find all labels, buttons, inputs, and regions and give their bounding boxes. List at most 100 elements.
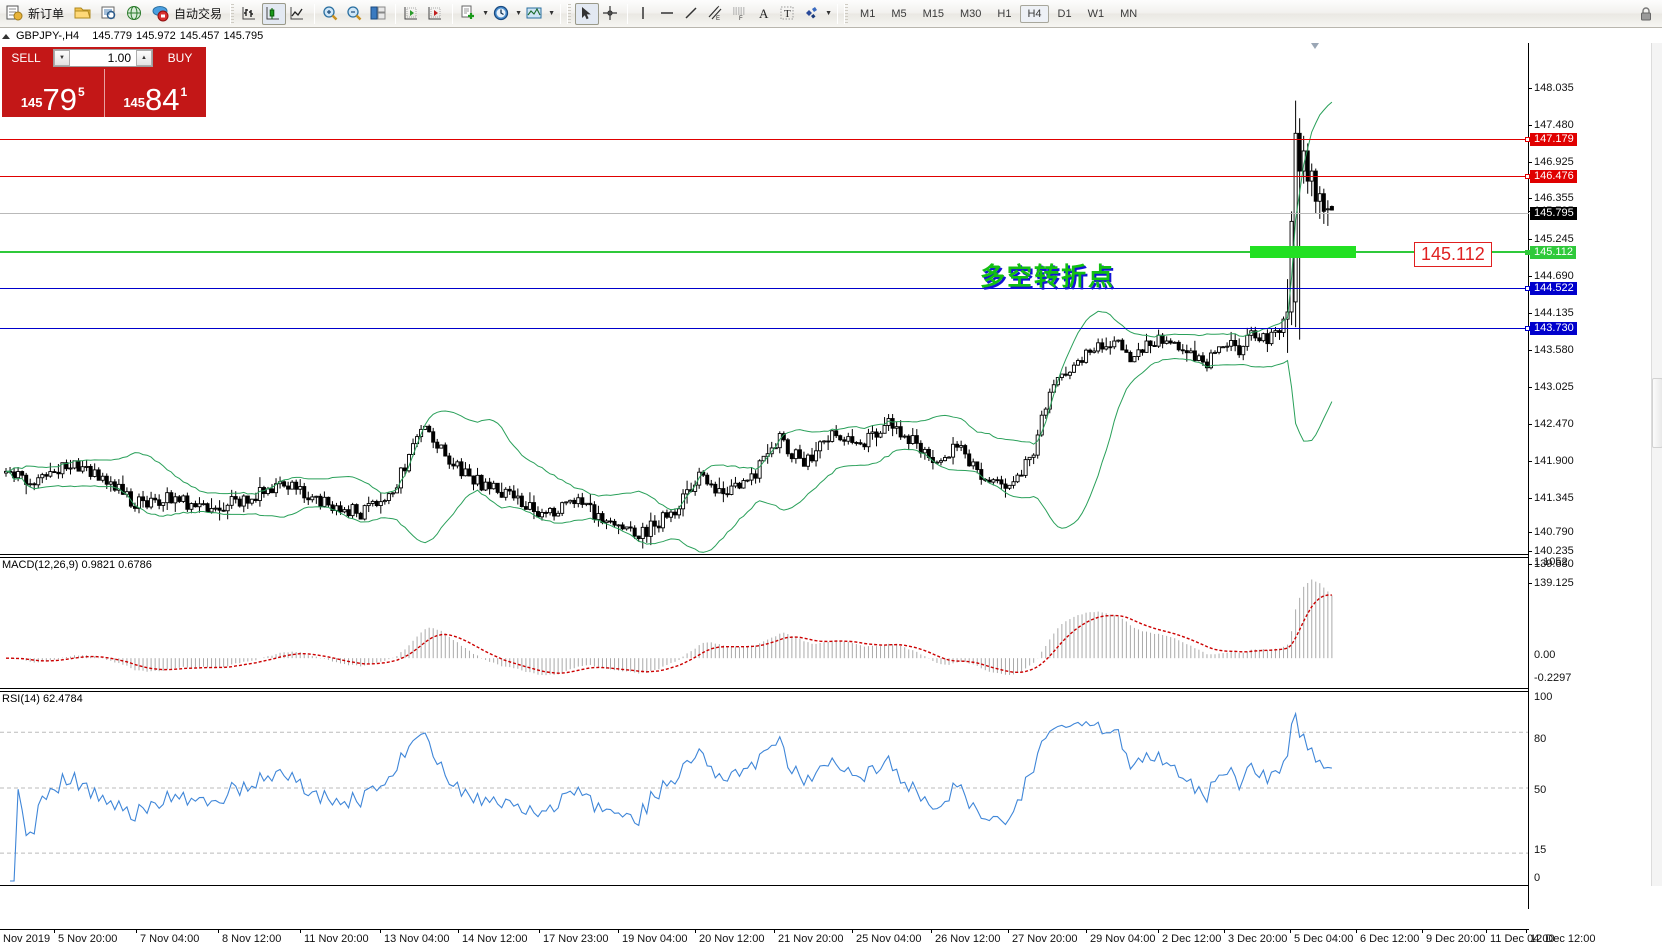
svg-text:F: F [739,16,743,22]
timeframe-m15[interactable]: M15 [922,7,944,20]
toolbar-sep-2 [395,3,397,24]
bar-chart-button[interactable] [238,3,262,25]
timeframe-w1[interactable]: W1 [1087,7,1105,20]
line-chart-button[interactable] [286,3,310,25]
time-axis-tick [1008,929,1009,933]
open-price: 145.779 [92,30,132,42]
time-axis-tick [380,929,381,933]
buy-button[interactable]: 145 84 1 [103,69,207,117]
period-dropdown-arrow[interactable]: ▼ [515,10,522,17]
print-preview-button[interactable] [96,2,122,26]
macd-axis-min: -0.2297 [1534,672,1572,684]
indicators-dropdown-arrow[interactable]: ▼ [482,10,489,17]
tile-windows-button[interactable] [367,3,391,25]
folder-icon [73,4,93,24]
cursor-button[interactable] [575,2,600,25]
vertical-scrollbar-thumb[interactable] [1652,378,1662,448]
price-axis-label: 147.480 [1534,119,1574,131]
level-line-support-2[interactable] [0,326,1530,331]
macd-indicator-label[interactable]: MACD(12,26,9) 0.9821 0.6786 [2,559,152,571]
trendline-button[interactable] [680,3,704,25]
price-tag-last-price: 145.795 [1530,207,1577,220]
time-axis-tick [218,929,219,933]
level-line-pivot[interactable] [0,250,1530,255]
trendline-icon [682,4,702,24]
zoom-in-icon [321,4,341,24]
shapes-icon [802,4,822,24]
vertical-line-button[interactable] [632,3,656,25]
folder-button[interactable] [70,2,96,26]
period-button[interactable] [490,3,514,25]
price-axis-label: 144.690 [1534,270,1574,282]
chart-shift-button[interactable] [400,3,424,25]
level-line-resistance-1[interactable] [0,137,1530,142]
level-line-support-1[interactable] [0,286,1530,291]
globe-button[interactable] [122,2,148,26]
timeframe-mn[interactable]: MN [1120,7,1138,20]
timeframe-h4[interactable]: H4 [1020,4,1049,23]
new-order-button[interactable]: 新订单 [2,2,70,26]
price-axis-label: 144.135 [1534,307,1574,319]
chart-annotation-text[interactable]: 多空转折点 [980,262,1116,291]
templates-dropdown-arrow[interactable]: ▼ [548,10,555,17]
templates-button[interactable] [523,3,547,25]
candlestick-chart-button[interactable] [262,2,287,25]
price-tag-resistance-2: 146.476 [1530,170,1577,183]
price-axis-line [1528,43,1529,909]
timeframe-h1[interactable]: H1 [997,7,1012,20]
chart-area[interactable]: 148.035 147.480 146.925 146.355 145.795 145.2… [0,43,1662,952]
text-button[interactable]: A [752,3,776,25]
toolbar-sep-6 [837,3,839,24]
timeframe-m30[interactable]: M30 [960,7,982,20]
indicators-button[interactable] [457,3,481,25]
volume-decrement-button[interactable]: ▼ [54,50,70,66]
indicators-icon [459,4,479,24]
text-label-button[interactable]: T [776,3,800,25]
time-axis-tick [1356,929,1357,933]
toolbar-sep-4 [560,3,562,24]
one-click-header: SELL ▼ 1.00 ▲ BUY [2,47,206,69]
time-axis-label: 13 Nov 04:00 [384,933,450,945]
low-price: 145.457 [179,30,220,42]
pivot-highlight-box[interactable] [1250,246,1356,258]
timeframe-m1[interactable]: M1 [860,7,876,20]
one-click-trading-panel[interactable]: SELL ▼ 1.00 ▲ BUY 145 79 5 145 84 1 [2,47,206,117]
vertical-scrollbar[interactable] [1651,43,1662,886]
volume-increment-button[interactable]: ▲ [136,50,152,66]
price-axis-label: 141.345 [1534,492,1574,504]
zoom-out-button[interactable] [343,3,367,25]
buy-label: BUY [167,51,193,65]
time-axis-label: 11 Nov 20:00 [304,933,369,945]
volume-value[interactable]: 1.00 [107,51,131,65]
chart-collapse-triangle-icon[interactable] [2,33,10,39]
fibonacci-button[interactable]: F [728,3,752,25]
autoscroll-button[interactable] [424,3,448,25]
time-axis-label: 27 Nov 20:00 [1012,933,1078,945]
macd-axis-max: 1.1052 [1534,556,1568,568]
rsi-indicator-label[interactable]: RSI(14) 62.4784 [2,693,83,705]
pivot-callout[interactable]: 145.112 [1414,242,1492,267]
volume-input[interactable]: ▼ 1.00 ▲ [53,49,153,67]
rsi-bottom-separator [0,885,1529,886]
sell-price-fraction: 5 [78,85,85,99]
price-chart-canvas [0,43,1528,882]
timeframe-m5[interactable]: M5 [891,7,907,20]
autotrade-button[interactable]: 自动交易 [148,2,228,26]
level-line-resistance-2[interactable] [0,174,1530,179]
time-axis-tick [695,929,696,933]
zoom-in-button[interactable] [319,3,343,25]
lock-icon[interactable] [1638,5,1654,28]
sell-button[interactable]: 145 79 5 [2,69,104,117]
horizontal-line-button[interactable] [656,3,680,25]
timeframe-d1[interactable]: D1 [1057,7,1072,20]
symbol-label: GBPJPY-,H4 [16,30,80,42]
shapes-dropdown-arrow[interactable]: ▼ [825,10,832,17]
zoom-out-icon [345,4,365,24]
price-tag-support-2: 143.730 [1530,322,1577,335]
sell-price-pips: 79 [42,82,77,117]
price-axis-label: 146.355 [1534,192,1574,204]
shapes-button[interactable] [800,3,824,25]
equidistant-channel-button[interactable]: E [704,3,728,25]
text-icon: A [754,4,774,24]
crosshair-button[interactable] [599,3,623,25]
